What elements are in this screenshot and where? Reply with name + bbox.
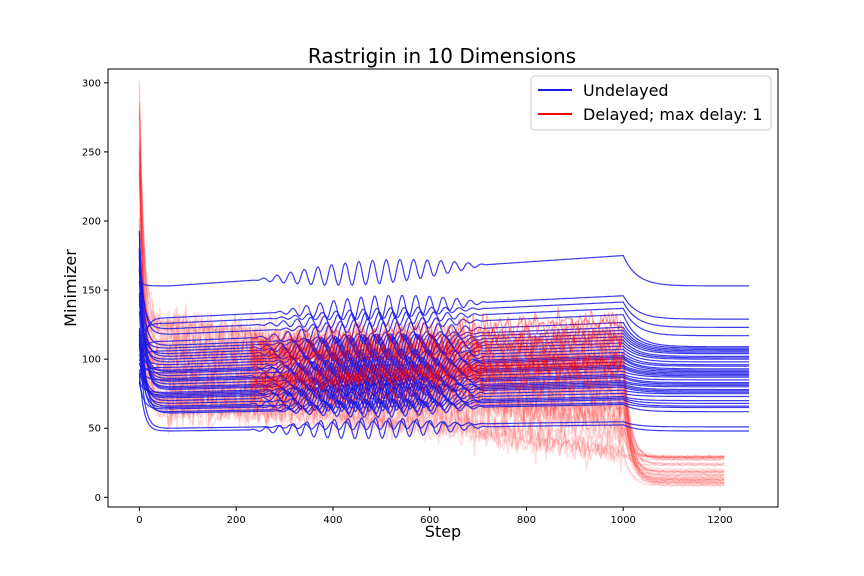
series-undelayed-line	[138, 294, 749, 385]
x-tick-label: 1200	[707, 515, 732, 526]
series-delayed-line	[138, 128, 725, 471]
series-layer	[138, 79, 749, 488]
x-axis: 0 200 400 600 800 1000 1200	[136, 507, 733, 526]
series-undelayed-line	[138, 339, 749, 431]
series-delayed-line	[250, 357, 623, 395]
x-tick-label: 200	[227, 515, 246, 526]
legend-label-undelayed: Undelayed	[583, 81, 669, 100]
series-undelayed-line	[138, 238, 749, 348]
series-undelayed-line	[138, 257, 749, 385]
x-axis-title: Step	[425, 522, 461, 541]
series-undelayed-line	[138, 382, 749, 411]
series-undelayed-line	[138, 301, 749, 347]
series-undelayed-line	[138, 380, 749, 393]
series-delayed-line	[138, 246, 725, 483]
y-tick-label: 150	[82, 286, 101, 297]
legend: Undelayed Delayed; max delay: 1	[530, 75, 772, 131]
series-undelayed-line	[138, 334, 749, 415]
series-undelayed-line	[138, 363, 749, 384]
series-delayed-line	[250, 370, 623, 416]
y-tick-label: 200	[82, 216, 101, 227]
series-delayed-line	[250, 346, 623, 399]
y-tick-label: 50	[88, 424, 101, 435]
series-undelayed-line	[138, 299, 749, 363]
series-delayed-line	[250, 324, 623, 365]
chart-title: Rastrigin in 10 Dimensions	[308, 44, 576, 68]
x-tick-label: 1000	[610, 515, 635, 526]
series-undelayed-line	[138, 247, 749, 388]
y-tick-label: 100	[82, 355, 101, 366]
series-undelayed-line	[138, 344, 749, 409]
plot-frame	[107, 68, 779, 508]
series-delayed-line	[250, 348, 623, 399]
x-tick-label: 400	[323, 515, 342, 526]
series-undelayed-line	[138, 321, 749, 362]
series-delayed-line	[138, 169, 725, 459]
series-undelayed-line	[138, 230, 749, 394]
legend-box	[530, 75, 772, 131]
series-delayed-line	[250, 350, 623, 390]
series-delayed-line	[250, 321, 623, 365]
series-delayed-line	[138, 102, 725, 467]
y-tick-label: 300	[82, 78, 101, 89]
series-undelayed-line	[138, 264, 749, 375]
series-undelayed-line	[138, 335, 749, 397]
y-tick-label: 250	[82, 147, 101, 158]
y-axis: 0 50 100 150 200 250 300	[82, 78, 108, 504]
series-undelayed-line	[138, 348, 749, 378]
series-undelayed-line	[138, 255, 749, 379]
series-delayed-line	[250, 307, 623, 353]
y-tick-label: 0	[95, 493, 101, 504]
series-delayed-line	[250, 333, 623, 375]
series-delayed-line	[250, 352, 623, 393]
series-delayed-line	[250, 353, 623, 393]
series-undelayed-line	[138, 251, 749, 418]
series-delayed-line	[250, 328, 623, 372]
series-delayed-line	[138, 208, 725, 461]
series-undelayed-line	[138, 295, 749, 359]
series-undelayed-line	[138, 369, 749, 400]
series-undelayed-line	[138, 249, 749, 362]
series-delayed-line	[250, 322, 623, 370]
series-delayed-line	[250, 312, 623, 355]
series-undelayed-line	[138, 280, 749, 363]
series-undelayed-line	[138, 254, 749, 287]
series-undelayed-line	[138, 232, 749, 394]
series-delayed-line	[138, 268, 725, 485]
series-undelayed-line	[138, 372, 749, 440]
series-delayed-overlay	[250, 307, 623, 416]
series-undelayed-line	[138, 354, 749, 378]
legend-label-delayed: Delayed; max delay: 1	[583, 105, 763, 124]
series-delayed-line	[138, 270, 725, 474]
x-tick-label: 800	[517, 515, 536, 526]
series-undelayed-line	[138, 335, 749, 372]
series-undelayed-line	[138, 252, 749, 337]
y-axis-title: Minimizer	[61, 249, 80, 327]
series-delayed-line	[138, 154, 725, 460]
series-undelayed-line	[138, 343, 749, 405]
series-undelayed	[138, 230, 749, 440]
x-tick-label: 600	[420, 515, 439, 526]
x-tick-label: 0	[136, 515, 142, 526]
